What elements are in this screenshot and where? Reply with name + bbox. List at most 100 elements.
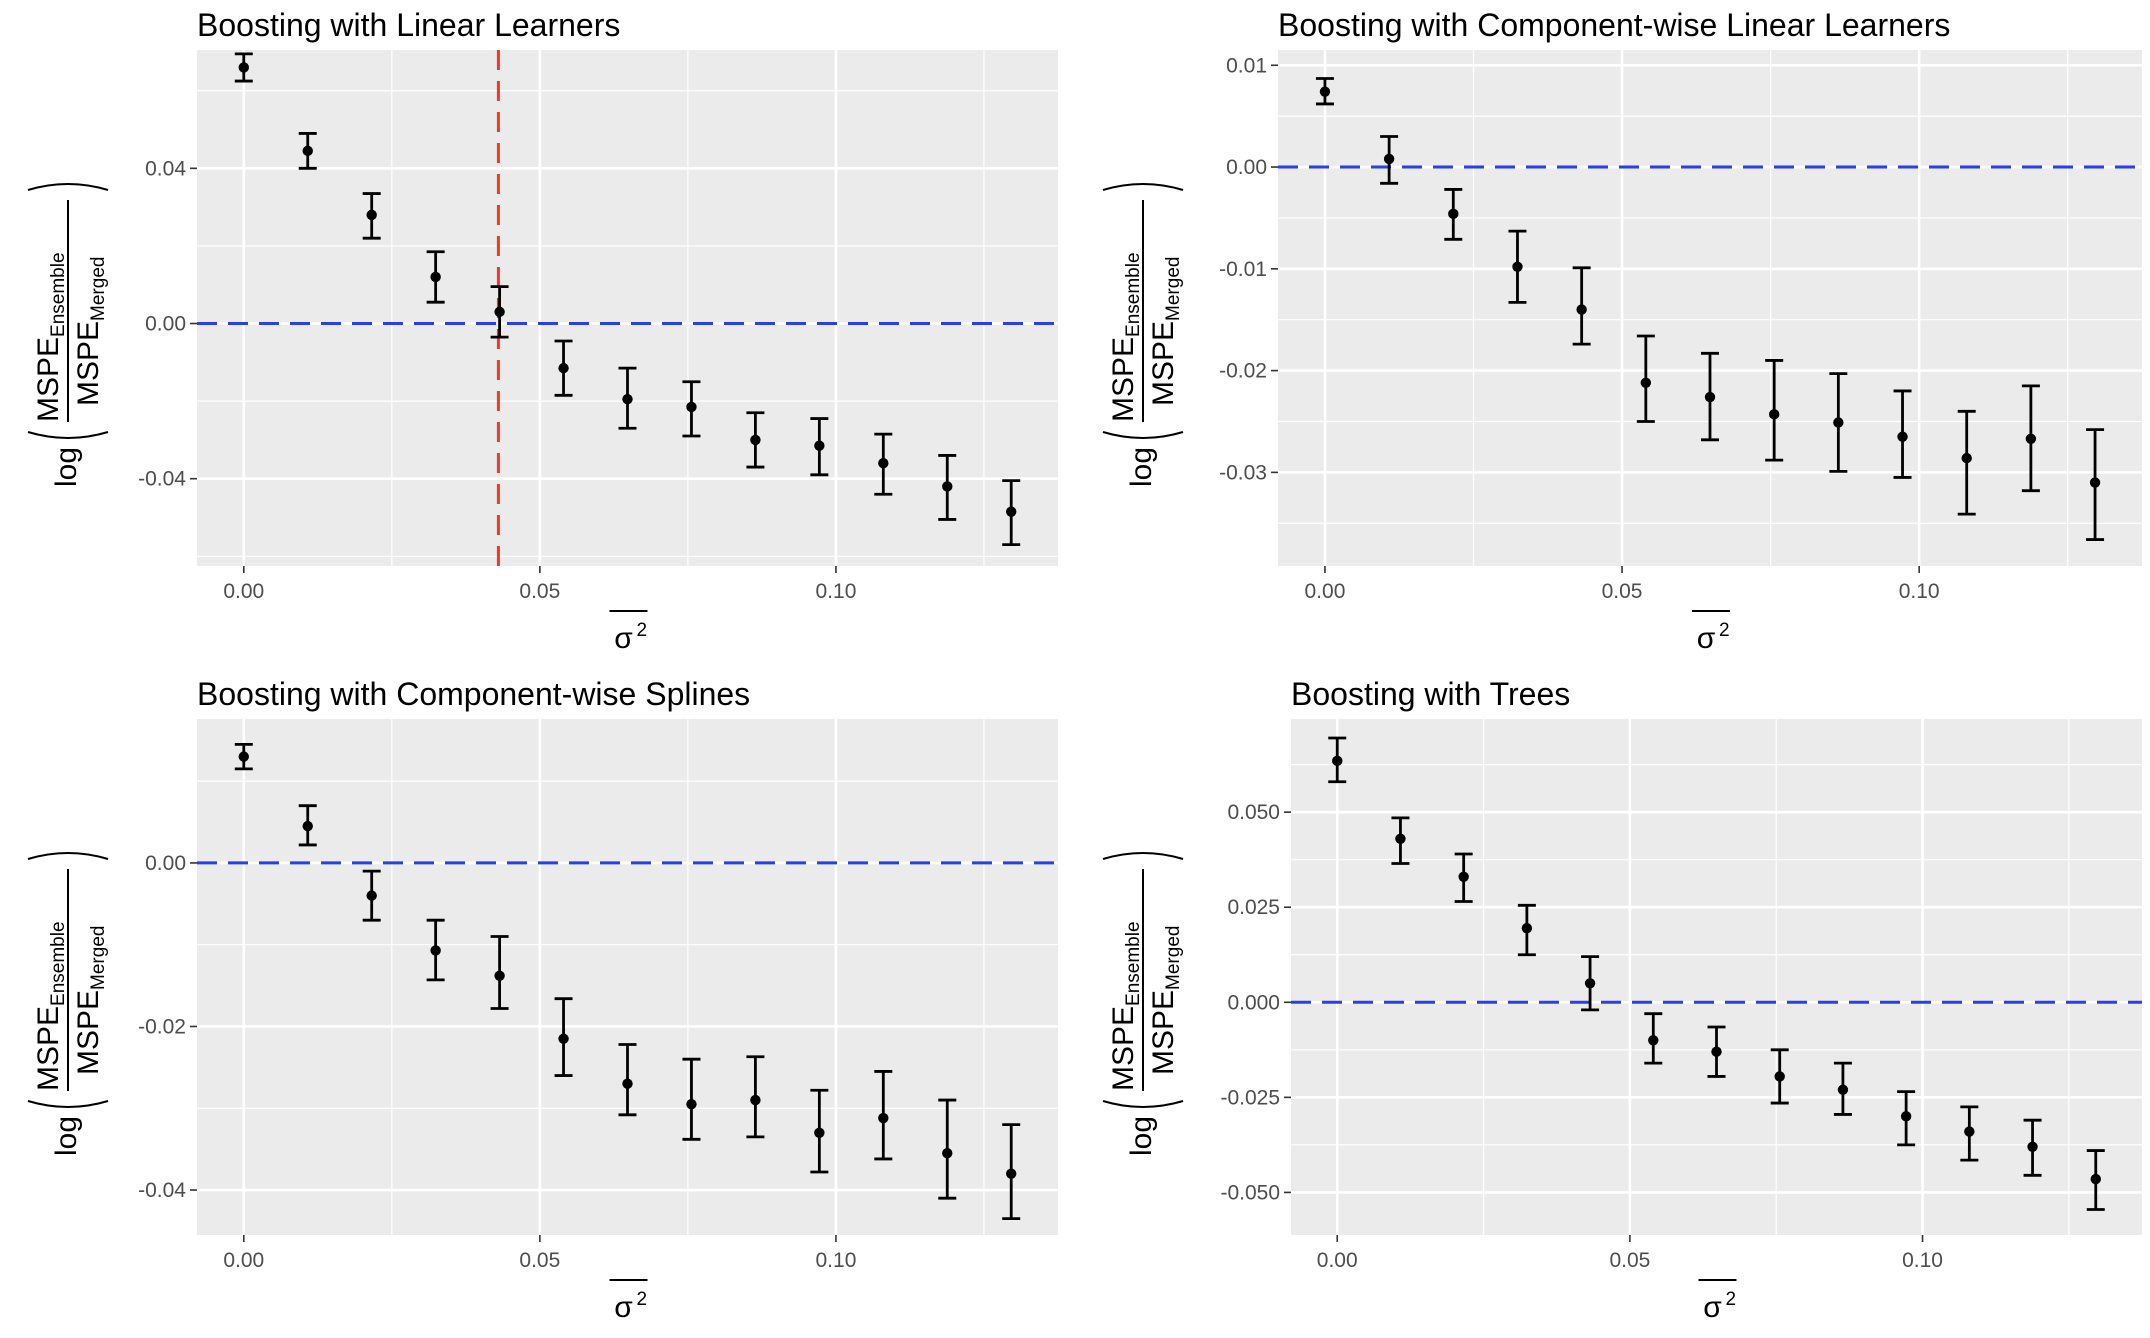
x-axis-label: σ <box>1703 1291 1722 1324</box>
data-point <box>1640 377 1652 389</box>
data-point <box>430 271 441 283</box>
data-point-group <box>746 411 765 469</box>
chart-svg: Boosting with Linear Learners 0.00 0.05 0.1… <box>27 7 1058 655</box>
x-tick-label: 0.10 <box>1902 1249 1943 1272</box>
data-point <box>366 890 377 901</box>
data-point-group <box>1391 816 1410 865</box>
data-point-group <box>810 417 829 477</box>
data-point-group <box>426 918 445 982</box>
y-tick-label: -0.025 <box>1220 1086 1280 1109</box>
y-axis-right-paren <box>1102 183 1184 191</box>
data-point <box>1837 1084 1849 1095</box>
y-axis-numerator-main: MSPE <box>32 337 65 422</box>
data-point <box>942 481 953 492</box>
data-point-group <box>874 432 893 496</box>
data-point-group <box>1957 409 1976 516</box>
y-axis-denominator: MSPEMerged <box>72 926 109 1075</box>
data-point <box>2025 433 2037 444</box>
data-point-group <box>810 1088 829 1174</box>
data-point-group <box>2021 384 2040 493</box>
data-point <box>1576 304 1587 315</box>
y-tick-label: -0.04 <box>138 468 186 491</box>
data-point <box>1395 833 1406 844</box>
data-point <box>1383 153 1395 165</box>
y-axis-denominator: MSPEMerged <box>1147 257 1184 406</box>
y-tick-label: -0.050 <box>1220 1181 1280 1204</box>
y-axis-right-paren <box>27 852 109 860</box>
data-point-group <box>746 1055 765 1139</box>
data-point-group <box>1454 852 1473 903</box>
data-point <box>1961 452 1972 464</box>
x-axis-label: σ <box>614 622 633 655</box>
data-point <box>2089 477 2101 488</box>
data-point-group <box>618 1043 637 1117</box>
data-point <box>1584 978 1596 989</box>
y-tick-label: 0.050 <box>1227 801 1280 824</box>
panel-component-wise-splines: Boosting with Component-wise Splines 0.00… <box>0 669 1075 1338</box>
data-point-group <box>1707 1025 1726 1078</box>
y-axis-label-log: log <box>1125 447 1158 487</box>
data-point <box>1006 1168 1017 1179</box>
data-point <box>878 1112 889 1124</box>
y-tick-label: 0.00 <box>145 313 186 336</box>
data-point-group <box>234 52 253 83</box>
data-point <box>494 970 505 981</box>
data-point-group <box>1644 1012 1663 1065</box>
minor-grid <box>1278 50 2142 566</box>
data-point-group <box>298 804 317 847</box>
y-axis-numerator-main: MSPE <box>1107 1006 1140 1091</box>
x-axis-label-superscript: 2 <box>637 620 648 641</box>
data-point <box>238 751 249 762</box>
data-point <box>622 393 633 405</box>
plot-background <box>1291 719 2142 1235</box>
y-axis-denominator-sub: Merged <box>88 926 109 990</box>
y-axis-left-paren <box>27 431 109 439</box>
data-point-group <box>1002 1123 1021 1221</box>
data-point-group <box>1893 389 1912 479</box>
y-axis-left-paren <box>1102 431 1184 439</box>
y-tick-label: -0.02 <box>138 1015 186 1038</box>
data-point-group <box>554 997 573 1077</box>
data-point-group <box>682 1057 701 1141</box>
y-tick-label: -0.04 <box>138 1179 186 1202</box>
x-axis-label: σ <box>1697 622 1716 655</box>
data-point-group <box>1897 1090 1916 1147</box>
y-axis-denominator-main: MSPE <box>1147 990 1180 1075</box>
data-point <box>366 209 377 221</box>
data-point <box>1648 1035 1659 1046</box>
data-point <box>1897 431 1908 442</box>
data-point <box>302 820 313 832</box>
chart-svg: Boosting with Trees 0.00 0.05 0.10 0.050 0.02… <box>1102 676 2142 1324</box>
x-axis-label: σ <box>614 1291 633 1324</box>
data-point-group <box>490 935 509 1010</box>
data-point <box>1448 208 1459 220</box>
data-point <box>302 145 313 157</box>
data-point <box>1006 506 1017 517</box>
x-axis-label-superscript: 2 <box>637 1289 648 1310</box>
chart-title: Boosting with Component-wise Splines <box>197 676 750 712</box>
data-point-group <box>618 366 637 430</box>
data-point <box>750 434 761 446</box>
data-point-group <box>1960 1105 1979 1162</box>
data-point <box>1900 1111 1912 1122</box>
data-point-group <box>1517 903 1536 957</box>
data-point <box>622 1078 633 1089</box>
data-point-group <box>938 454 957 521</box>
y-axis-denominator-main: MSPE <box>1147 321 1180 406</box>
y-axis-numerator-main: MSPE <box>1107 337 1140 422</box>
y-tick-label: 0.000 <box>1227 991 1280 1014</box>
x-tick-label: 0.10 <box>1899 580 1940 603</box>
panel-linear-learners: Boosting with Linear Learners 0.00 0.05 0.1… <box>0 0 1075 669</box>
x-tick-label: 0.10 <box>816 1249 857 1272</box>
data-point <box>1512 261 1523 272</box>
data-point-group <box>490 285 509 339</box>
data-point-group <box>426 250 445 304</box>
data-point-group <box>554 339 573 397</box>
data-point-group <box>1444 188 1463 241</box>
y-axis-denominator: MSPEMerged <box>72 257 109 406</box>
x-tick-label: 0.05 <box>1609 1249 1650 1272</box>
data-point-group <box>938 1098 957 1200</box>
y-axis-right-paren <box>1102 852 1184 860</box>
